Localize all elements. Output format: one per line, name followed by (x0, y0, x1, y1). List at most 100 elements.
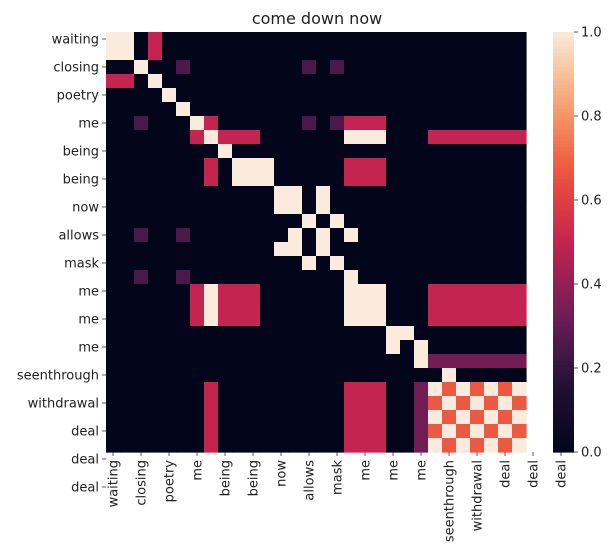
heatmap-cell (302, 438, 317, 453)
heatmap-cell (372, 130, 387, 145)
heatmap-cell (316, 158, 331, 173)
heatmap-cell (442, 326, 457, 341)
heatmap-cell (470, 438, 485, 453)
heatmap-cell (330, 340, 345, 355)
heatmap-cell (372, 116, 387, 131)
heatmap-cell (162, 298, 177, 313)
heatmap-cell (120, 354, 135, 369)
colorbar-segment (553, 168, 574, 173)
row-tick-label: deal (71, 481, 99, 496)
colorbar-segment (553, 343, 574, 348)
colorbar-segment (553, 298, 574, 303)
heatmap-cell (414, 130, 429, 145)
heatmap-cell (442, 228, 457, 243)
heatmap-cell (372, 88, 387, 103)
heatmap-cell (260, 88, 275, 103)
heatmap-cell (372, 410, 387, 425)
heatmap-cell (106, 214, 121, 229)
heatmap-cell (456, 228, 471, 243)
heatmap-cell (414, 60, 429, 75)
heatmap-cell (512, 214, 527, 229)
heatmap-cell (134, 186, 149, 201)
heatmap-cell (428, 102, 443, 117)
heatmap-cell (302, 130, 317, 145)
heatmap-cell (372, 438, 387, 453)
heatmap-cell (316, 46, 331, 61)
heatmap-cell (274, 88, 289, 103)
heatmap-cell (176, 382, 191, 397)
heatmap-cell (330, 158, 345, 173)
heatmap-cell (218, 214, 233, 229)
heatmap-cell (246, 172, 261, 187)
heatmap-cell (428, 116, 443, 131)
heatmap-cell (302, 200, 317, 215)
heatmap-cell (498, 144, 513, 159)
heatmap-cell (190, 410, 205, 425)
heatmap-cell (218, 102, 233, 117)
heatmap-cell (316, 298, 331, 313)
heatmap-cell (484, 228, 499, 243)
heatmap-cell (330, 74, 345, 89)
heatmap-cell (414, 88, 429, 103)
heatmap-cell (358, 60, 373, 75)
heatmap-cell (274, 102, 289, 117)
heatmap-cell (330, 298, 345, 313)
colorbar-segment (553, 179, 574, 184)
heatmap-cell (512, 116, 527, 131)
heatmap-cell (400, 242, 415, 257)
heatmap-cell (386, 60, 401, 75)
heatmap-cell (400, 200, 415, 215)
heatmap-cell (400, 298, 415, 313)
heatmap-cell (218, 200, 233, 215)
heatmap-cell (302, 242, 317, 257)
heatmap-cell (498, 116, 513, 131)
heatmap-cell (204, 382, 219, 397)
heatmap-cell (456, 102, 471, 117)
heatmap-cell (330, 228, 345, 243)
heatmap-cell (274, 382, 289, 397)
row-tick-label: deal (71, 425, 99, 440)
heatmap-cell (316, 102, 331, 117)
heatmap-cell (498, 298, 513, 313)
heatmap-cell (358, 410, 373, 425)
heatmap-cell (400, 368, 415, 383)
heatmap-cell (414, 32, 429, 47)
heatmap-cell (302, 298, 317, 313)
heatmap-cell (260, 326, 275, 341)
heatmap-cell (106, 60, 121, 75)
heatmap-cell (232, 116, 247, 131)
heatmap-cell (484, 130, 499, 145)
heatmap-cell (246, 200, 261, 215)
heatmap-cell (330, 214, 345, 229)
heatmap-cell (260, 312, 275, 327)
heatmap-cell (344, 354, 359, 369)
heatmap-cell (484, 270, 499, 285)
colorbar-segment (553, 105, 574, 110)
heatmap-cell (470, 242, 485, 257)
heatmap-cell (316, 172, 331, 187)
heatmap-cell (414, 312, 429, 327)
heatmap-cell (386, 228, 401, 243)
heatmap-cell (134, 410, 149, 425)
heatmap-cell (288, 242, 303, 257)
heatmap-cell (148, 88, 163, 103)
colorbar-segment (553, 35, 574, 40)
heatmap-cell (162, 368, 177, 383)
colorbar-segment (553, 39, 574, 44)
heatmap-cell (372, 382, 387, 397)
heatmap-cell (204, 32, 219, 47)
colorbar-segment (553, 133, 574, 138)
heatmap-cell (470, 256, 485, 271)
heatmap-cell (246, 368, 261, 383)
heatmap-cell (106, 396, 121, 411)
heatmap-cell (484, 32, 499, 47)
heatmap-cell (162, 312, 177, 327)
heatmap-cell (456, 312, 471, 327)
heatmap-cell (358, 396, 373, 411)
column-tick-label: now (275, 460, 290, 487)
heatmap-cell (288, 172, 303, 187)
heatmap-cell (358, 284, 373, 299)
heatmap-cell (498, 256, 513, 271)
heatmap-cell (330, 368, 345, 383)
heatmap-cell (274, 186, 289, 201)
